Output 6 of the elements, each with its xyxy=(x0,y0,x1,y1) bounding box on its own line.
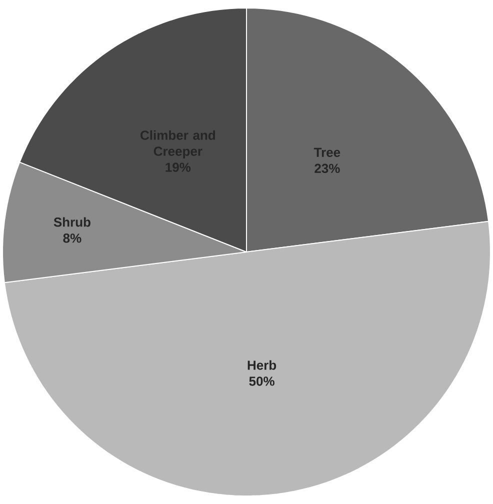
slice-label: Shrub xyxy=(54,217,90,227)
data-label: 50% xyxy=(249,376,274,386)
slice-label: Herb xyxy=(248,360,276,370)
slice-label: Tree xyxy=(314,148,340,157)
data-label: 23% xyxy=(314,164,340,174)
data-label: 8% xyxy=(63,234,82,243)
